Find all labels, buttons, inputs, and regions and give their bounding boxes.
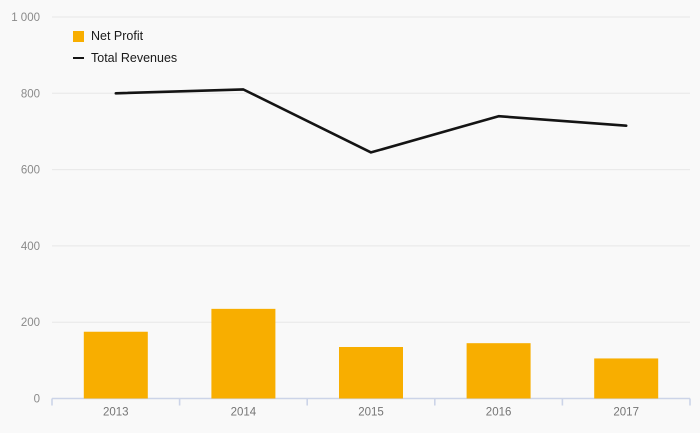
total-revenues-line[interactable] [114,88,628,154]
bar-2015[interactable] [339,346,403,399]
legend-item-net-profit[interactable]: Net Profit [73,25,177,47]
legend-label-net-profit: Net Profit [91,28,144,43]
bar-2013[interactable] [83,331,148,399]
legend-label-total-revenues: Total Revenues [91,50,178,65]
y-axis-tick-label: 400 [21,241,40,253]
legend-item-total-revenues[interactable]: Total Revenues [73,47,177,69]
y-axis-tick-label: 0 [34,394,40,406]
bar-2014[interactable] [211,308,276,399]
x-axis-label-2017: 2017 [613,407,639,419]
x-axis-label-2015: 2015 [358,407,384,419]
y-axis-tick-label: 800 [21,88,40,100]
net-profit-square-icon [73,30,84,42]
x-axis-label-2016: 2016 [486,407,512,419]
y-axis-tick-label: 600 [21,165,40,177]
y-axis-tick-label: 200 [21,317,40,329]
x-axis-label-2013: 2013 [103,407,129,419]
bar-2016[interactable] [466,343,531,399]
x-axis-label-2014: 2014 [231,407,257,419]
total-revenues-line-icon [73,56,84,60]
chart-legend: Net Profit Total Revenues [73,25,177,69]
y-axis-tick-label: 1 000 [11,12,40,24]
bar-2017[interactable] [594,358,659,399]
